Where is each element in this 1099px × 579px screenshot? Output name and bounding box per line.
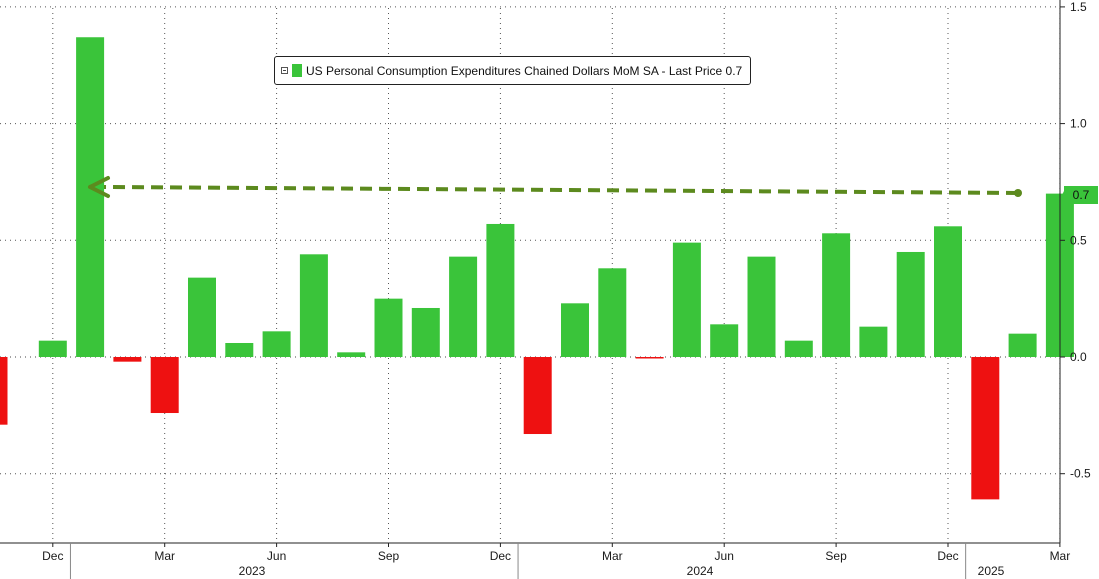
x-tick-label: Mar <box>1050 549 1071 563</box>
x-tick-label: Sep <box>825 549 847 563</box>
bar <box>896 251 925 357</box>
y-tick-label: 1.0 <box>1070 117 1087 131</box>
bar <box>523 357 552 435</box>
bar <box>225 342 254 357</box>
y-tick-label: 0.5 <box>1070 233 1087 247</box>
last-price-tag: 0.7 <box>1064 186 1098 204</box>
arrow-end-dot <box>1014 189 1022 197</box>
bar <box>113 357 142 362</box>
legend-label: US Personal Consumption Expenditures Cha… <box>306 63 743 78</box>
x-tick-label: Sep <box>378 549 400 563</box>
bar <box>374 298 403 357</box>
x-tick-label: Jun <box>267 549 286 563</box>
bar <box>710 324 739 357</box>
x-year-label: 2023 <box>239 564 266 578</box>
bar <box>337 352 366 357</box>
y-tick-label: -0.5 <box>1070 467 1091 481</box>
bar <box>188 277 216 357</box>
bar <box>672 242 701 357</box>
legend[interactable]: US Personal Consumption Expenditures Cha… <box>274 56 752 85</box>
bar <box>784 340 813 357</box>
bar <box>38 340 67 357</box>
x-tick-label: Jun <box>715 549 734 563</box>
bar <box>561 303 589 357</box>
bar <box>971 357 1000 500</box>
bar <box>150 357 179 414</box>
x-axis: Dec Mar Jun Sep Dec Mar Jun Sep Dec Mar 2023 2024 20… <box>0 542 1071 579</box>
bar <box>598 268 627 357</box>
bar <box>262 331 291 357</box>
legend-swatch <box>292 64 302 77</box>
bar <box>411 307 440 357</box>
bar <box>449 256 478 357</box>
bar <box>486 223 515 357</box>
y-tick-label: 0.0 <box>1070 350 1087 364</box>
y-tick-label: 1.5 <box>1070 0 1087 14</box>
x-year-label: 2024 <box>687 564 714 578</box>
x-tick-label: Mar <box>602 549 623 563</box>
legend-toggle-icon[interactable] <box>281 67 288 74</box>
bar <box>299 254 328 357</box>
bars <box>0 37 1074 500</box>
x-tick-label: Mar <box>154 549 175 563</box>
bar <box>934 226 962 357</box>
x-year-label: 2025 <box>978 564 1005 578</box>
bar <box>747 256 776 357</box>
bar <box>1008 333 1037 357</box>
last-price-tag-value: 0.7 <box>1072 188 1090 202</box>
arrow-head <box>88 176 110 198</box>
bar <box>859 326 888 357</box>
bar <box>635 357 664 359</box>
last-price-arrow <box>88 176 1022 198</box>
bar <box>822 233 851 357</box>
x-tick-label: Dec <box>937 549 958 563</box>
bar <box>0 357 8 425</box>
bar <box>76 37 105 357</box>
x-tick-label: Dec <box>42 549 63 563</box>
arrow-line <box>103 185 1019 195</box>
x-tick-label: Dec <box>490 549 511 563</box>
